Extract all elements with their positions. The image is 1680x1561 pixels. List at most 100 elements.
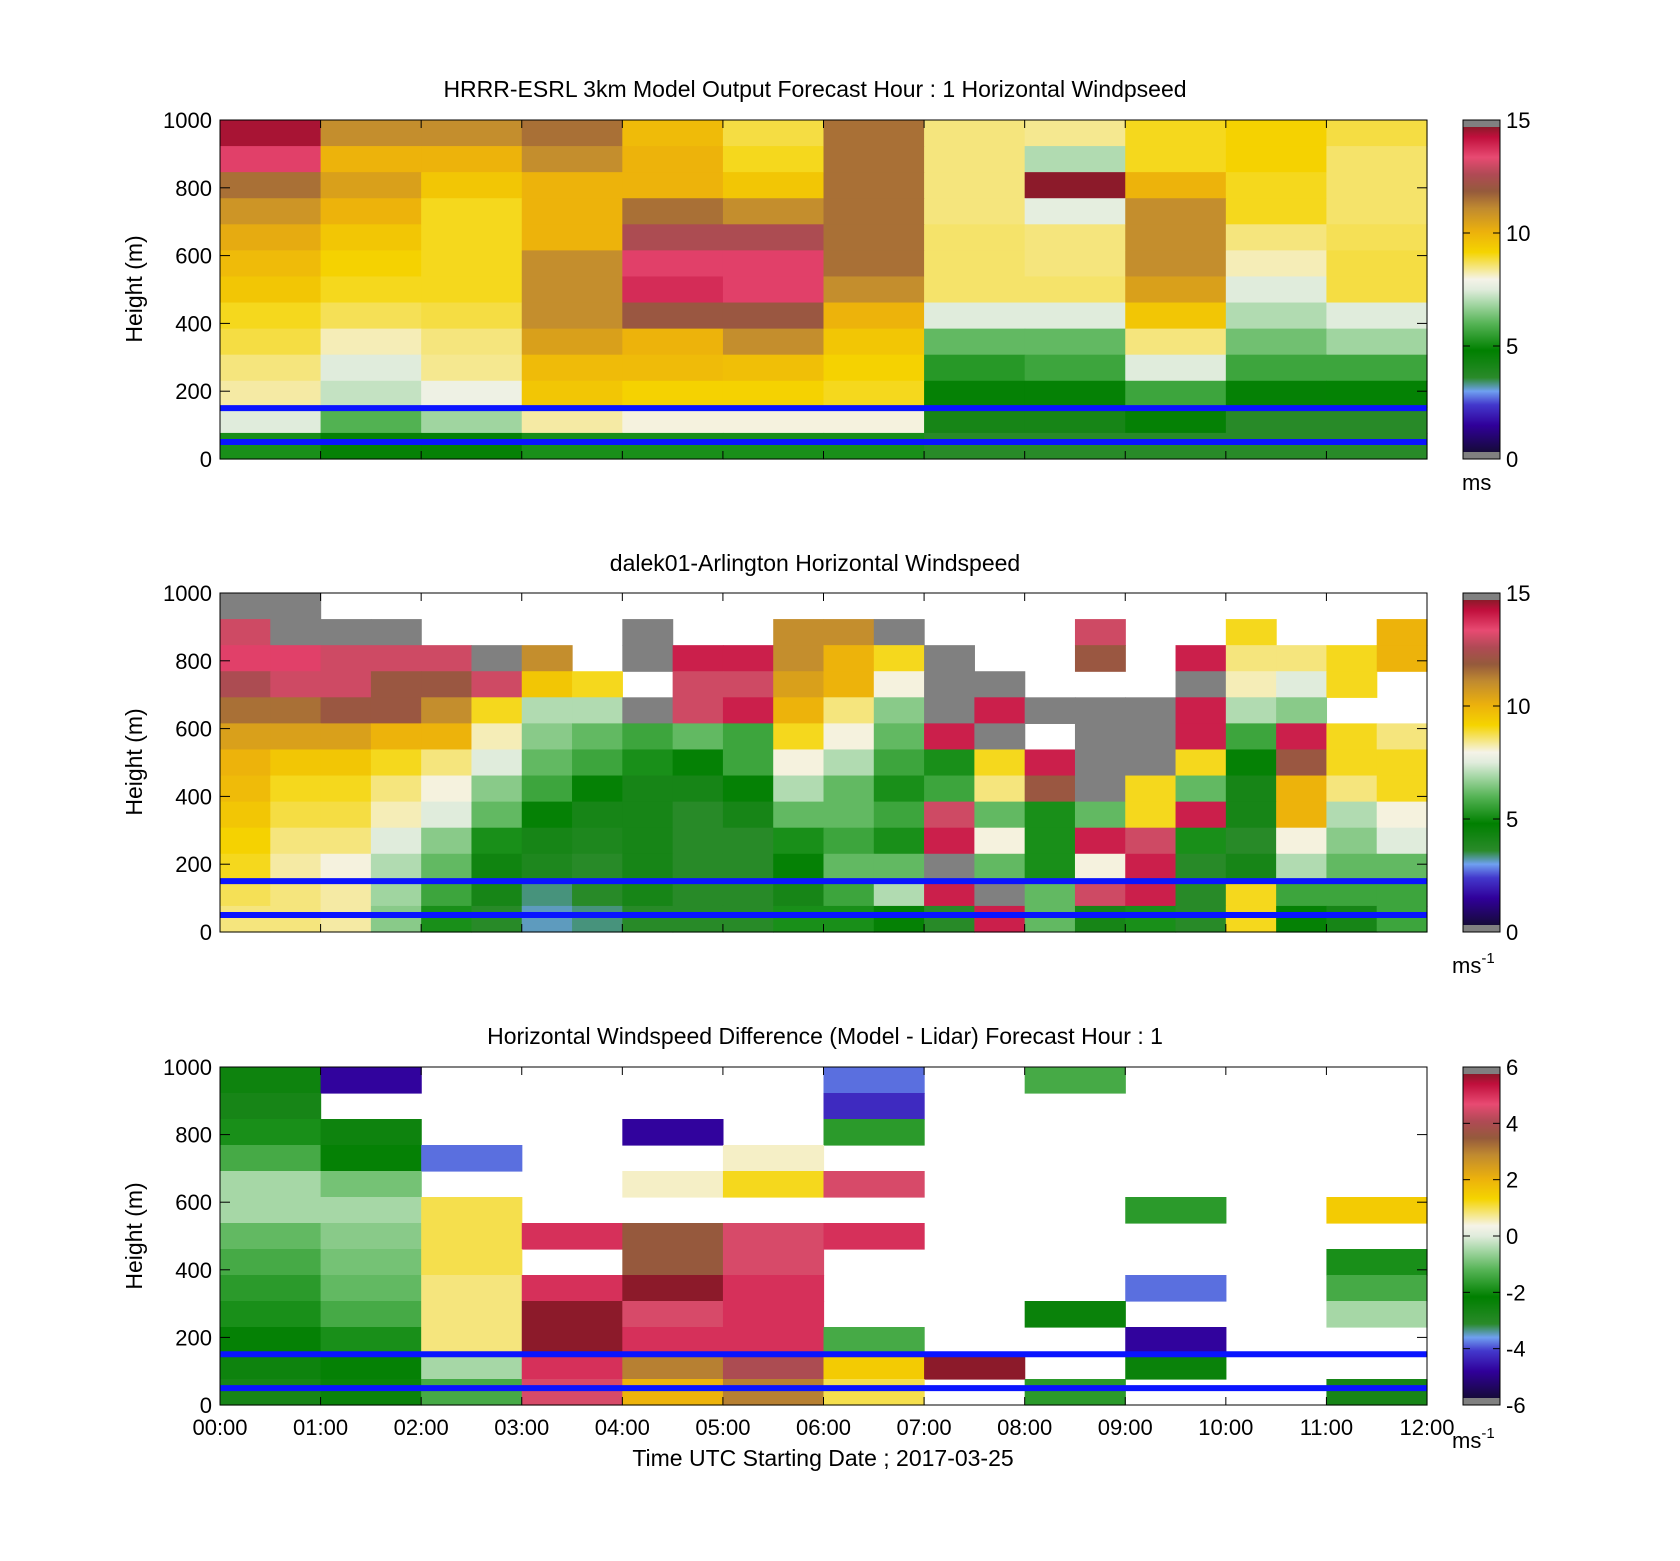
heatmap-cell <box>1326 1197 1428 1224</box>
heatmap-cell <box>823 723 875 751</box>
heatmap-cell <box>1326 1379 1428 1406</box>
heatmap-cell <box>220 224 322 251</box>
heatmap-cell <box>1326 879 1378 907</box>
y-tick-label: 1000 <box>163 581 212 606</box>
heatmap-cell <box>1125 1275 1227 1302</box>
y-tick-label: 600 <box>175 244 212 269</box>
y-tick-label: 0 <box>200 920 212 945</box>
panel-model-y-ticks: 1000 800 600 400 200 0 <box>163 108 1427 472</box>
heatmap-cell <box>924 224 1026 251</box>
heatmap-cell <box>1276 801 1328 829</box>
heatmap-cell <box>270 827 322 855</box>
heatmap-cell <box>1376 801 1428 829</box>
heatmap-cell <box>421 1327 523 1354</box>
heatmap-cell <box>270 723 322 751</box>
y-tick-label: 200 <box>175 852 212 877</box>
heatmap-cell <box>722 172 825 199</box>
heatmap-cell <box>722 1301 825 1328</box>
heatmap-cell <box>320 853 372 881</box>
y-tick-label: 0 <box>200 447 212 472</box>
heatmap-cell <box>823 619 875 646</box>
heatmap-cell <box>572 801 623 829</box>
heatmap-cell <box>722 879 774 907</box>
heatmap-cell <box>1125 276 1227 304</box>
heatmap-cell <box>370 749 422 777</box>
heatmap-cell <box>924 328 1026 356</box>
heatmap-cell <box>924 853 975 881</box>
heatmap-cell <box>572 905 623 933</box>
heatmap-cell <box>220 593 271 620</box>
colorbar-tick-label: 15 <box>1506 108 1530 133</box>
heatmap-cell <box>622 827 674 855</box>
heatmap-cell <box>1024 224 1126 251</box>
heatmap-cell <box>1175 827 1227 855</box>
heatmap-cell <box>622 749 674 777</box>
heatmap-cell <box>974 775 1026 803</box>
heatmap-cell <box>370 775 422 803</box>
heatmap-cell <box>1125 198 1227 225</box>
heatmap-cell <box>521 723 573 751</box>
heatmap-cell <box>924 775 975 803</box>
heatmap-cell <box>320 146 422 173</box>
heatmap-cell <box>622 354 724 382</box>
heatmap-cell <box>320 406 422 434</box>
heatmap-cell <box>320 879 372 907</box>
heatmap-cell <box>1225 645 1277 672</box>
heatmap-cell <box>572 671 623 698</box>
x-tick-label: 09:00 <box>1098 1415 1153 1440</box>
panel-difference-x-ticks: 00:00 01:00 02:00 03:00 04:00 05:00 06:00 07:00… <box>192 1067 1455 1440</box>
heatmap-cell <box>1326 775 1378 803</box>
heatmap-cell <box>1024 302 1126 330</box>
panel-difference: Horizontal Windspeed Difference (Model -… <box>121 1023 1526 1453</box>
heatmap-cell <box>622 1249 724 1276</box>
heatmap-cell <box>823 801 875 829</box>
heatmap-cell <box>1175 905 1227 933</box>
panel-difference-colorbar-unit: ms-1 <box>1452 1425 1495 1453</box>
heatmap-cell <box>823 905 875 933</box>
heatmap-cell <box>622 146 724 173</box>
heatmap-cell <box>421 406 523 434</box>
heatmap-cell <box>672 801 724 829</box>
heatmap-cell <box>572 827 623 855</box>
heatmap-cell <box>1024 775 1076 803</box>
heatmap-cell <box>1125 250 1227 278</box>
heatmap-cell <box>320 380 422 408</box>
heatmap-cell <box>1024 697 1076 724</box>
heatmap-cell <box>722 1379 825 1406</box>
heatmap-cell <box>220 432 322 460</box>
heatmap-cell <box>421 198 523 225</box>
heatmap-cell <box>1326 905 1378 933</box>
heatmap-cell <box>220 1379 322 1406</box>
heatmap-cell <box>924 905 975 933</box>
heatmap-cell <box>1225 250 1328 278</box>
heatmap-cell <box>1175 749 1227 777</box>
heatmap-cell <box>672 723 724 751</box>
panel-lidar-title: dalek01-Arlington Horizontal Windspeed <box>610 550 1020 576</box>
heatmap-cell <box>1024 328 1126 356</box>
heatmap-cell <box>622 432 724 460</box>
panel-lidar-y-ticks: 1000 800 600 400 200 0 <box>163 581 1427 945</box>
heatmap-cell <box>220 250 322 278</box>
heatmap-cell <box>1276 749 1328 777</box>
heatmap-cell <box>521 1275 623 1302</box>
heatmap-cell <box>320 1223 422 1250</box>
heatmap-cell <box>722 671 774 698</box>
heatmap-cell <box>220 172 322 199</box>
heatmap-cell <box>270 775 322 803</box>
heatmap-cell <box>974 801 1026 829</box>
heatmap-cell <box>320 198 422 225</box>
heatmap-cell <box>320 619 372 646</box>
panel-difference-heatmap <box>220 1067 1428 1406</box>
heatmap-cell <box>823 432 925 460</box>
heatmap-cell <box>823 1093 925 1120</box>
heatmap-cell <box>1225 172 1328 199</box>
heatmap-cell <box>370 853 422 881</box>
heatmap-cell <box>672 827 724 855</box>
panel-model-heatmap <box>220 120 1428 460</box>
heatmap-cell <box>1024 198 1126 225</box>
panel-model-x-ticks <box>219 120 1428 459</box>
x-axis-label: Time UTC Starting Date ; 2017-03-25 <box>632 1445 1013 1471</box>
heatmap-cell <box>1376 827 1428 855</box>
heatmap-cell <box>1074 645 1126 672</box>
heatmap-cell <box>1024 276 1126 304</box>
